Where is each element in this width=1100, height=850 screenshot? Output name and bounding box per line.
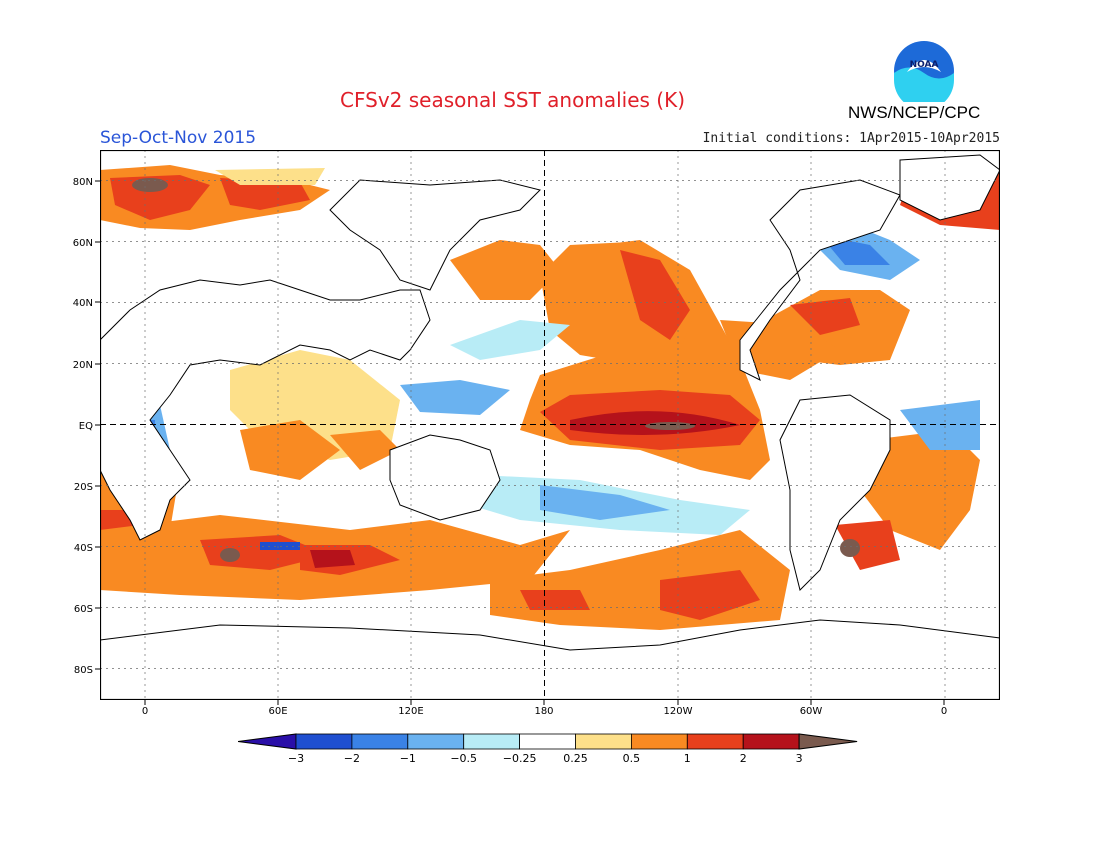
lon-label-0: 0	[142, 706, 148, 717]
colorbar-tick-label: −3	[288, 752, 304, 765]
antarctica-land	[100, 619, 1000, 700]
south-america-land	[779, 394, 891, 591]
logo-text: NOAA	[910, 60, 939, 70]
lat-label-5: 20S	[74, 482, 93, 493]
lat-label-7: 60S	[74, 604, 93, 615]
colorbar-swatch-1	[295, 733, 353, 750]
sst-anomaly-map	[100, 150, 1000, 700]
map-frame	[100, 150, 1000, 700]
equator-dateline	[100, 150, 1000, 700]
lon-label-4: 120W	[664, 706, 693, 717]
lon-label-5: 60W	[800, 706, 823, 717]
lon-label-3: 180	[534, 706, 553, 717]
colorbar-tick-label: 0.5	[623, 752, 641, 765]
lat-label-2: 40N	[73, 298, 93, 309]
lat-label-0: 80N	[73, 177, 93, 188]
asia-north-land	[329, 179, 541, 291]
lat-label-1: 60N	[73, 238, 93, 249]
colorbar-tick-label: 3	[796, 752, 803, 765]
agency-label: NWS/NCEP/CPC	[848, 103, 981, 122]
colorbar-tick-label: −2	[344, 752, 360, 765]
colorbar-tick-label: 1	[684, 752, 691, 765]
colorbar-swatch-4	[463, 733, 520, 750]
lat-label-4: EQ	[79, 421, 93, 432]
colorbar-swatch-5	[519, 733, 576, 750]
lat-lon-grid	[100, 150, 1000, 700]
colorbar-tick-label: −1	[400, 752, 416, 765]
colorbar-tick-label: 0.25	[563, 752, 588, 765]
lat-label-3: 20N	[73, 360, 93, 371]
colorbar-swatch-7	[630, 733, 688, 750]
greenland-land	[899, 154, 1000, 221]
lon-label-1: 60E	[268, 706, 287, 717]
colorbar-swatch-6	[575, 733, 632, 750]
colorbar-max-arrow	[798, 733, 858, 750]
land-masses	[100, 154, 1000, 700]
lat-label-6: 40S	[74, 543, 93, 554]
season-label: Sep-Oct-Nov 2015	[100, 128, 257, 148]
north-america-land	[739, 179, 901, 381]
lon-label-2: 120E	[398, 706, 423, 717]
colorbar-swatch-8	[686, 733, 744, 750]
colorbar-swatch-2	[351, 733, 409, 750]
lat-label-8: 80S	[74, 665, 93, 676]
colorbar-tick-label: −0.5	[450, 752, 477, 765]
africa-eurasia-land	[100, 279, 431, 541]
initial-conditions-label: Initial conditions: 1Apr2015-10Apr2015	[702, 131, 1000, 146]
noaa-logo-icon: NOAA	[894, 41, 954, 102]
colorbar-swatch-9	[742, 733, 800, 750]
colorbar: −3 −2 −1 −0.5 −0.25 0.25 0.5 1 2 3	[238, 733, 858, 765]
australia-land	[389, 434, 501, 521]
colorbar-swatch-3	[407, 733, 465, 750]
map-title: CFSv2 seasonal SST anomalies (K)	[340, 88, 685, 112]
lon-label-6: 0	[941, 706, 947, 717]
colorbar-tick-label: −0.25	[503, 752, 537, 765]
colorbar-tick-label: 2	[740, 752, 747, 765]
colorbar-min-arrow	[238, 733, 297, 750]
